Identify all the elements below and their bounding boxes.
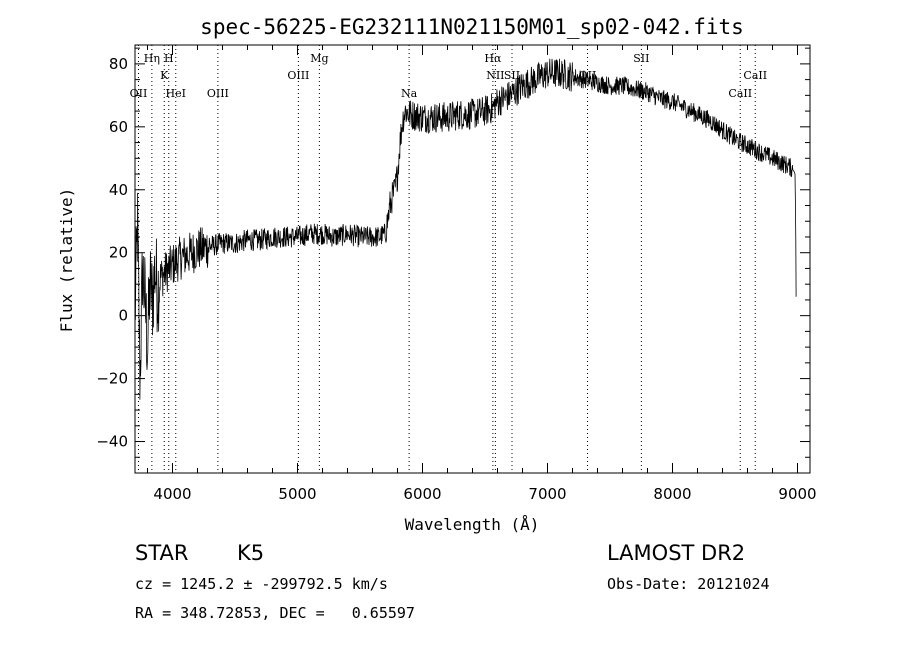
x-tick-label: 9000 [778,485,816,503]
object-subclass: K5 [237,541,265,565]
x-tick-label: 5000 [278,485,316,503]
ra-dec-coordinates: RA = 348.72853, DEC = 0.65597 [135,604,415,622]
y-tick-label: 0 [118,307,128,325]
chart-title: spec-56225-EG232111N021150M01_sp02-042.f… [200,15,744,39]
y-tick-label: −40 [96,433,128,451]
x-axis-label: Wavelength (Å) [405,515,540,534]
line-label-1: Hη [144,52,160,65]
x-tick-label: 8000 [653,485,691,503]
observation-date: Obs-Date: 20121024 [607,575,770,593]
y-tick-label: 40 [109,181,128,199]
x-tick-label: 7000 [528,485,566,503]
y-axis-label: Flux (relative) [57,188,76,333]
line-label-15: CaII [743,69,767,82]
plot-frame [134,44,811,474]
spectrum-line [134,58,797,400]
line-label-4: HeI [166,87,186,100]
x-axis-ticks: 4000 5000 6000 7000 8000 9000 [147,45,817,503]
object-class: STAR [135,541,189,565]
line-label-2: K [160,69,169,82]
y-tick-label: 80 [109,55,128,73]
redshift-velocity: cz = 1245.2 ± -299792.5 km/s [135,575,388,593]
survey-name: LAMOST DR2 [607,541,746,565]
line-label-6: OIII [287,69,309,82]
line-label-14: CaII [728,87,752,100]
y-tick-label: 60 [109,118,128,136]
line-label-9: Hα [484,52,502,65]
spectrum-series [134,58,797,400]
x-tick-label: 4000 [153,485,191,503]
line-label-7: Mg [310,52,328,65]
y-tick-label: 20 [109,244,128,262]
line-label-13: SII [633,52,649,65]
line-label-5: OIII [207,87,229,100]
y-tick-label: −20 [96,370,128,388]
x-tick-label: 6000 [403,485,441,503]
emission-line-markers [138,45,756,473]
line-label-10: NII [486,69,504,82]
line-label-3: H [164,52,174,65]
y-axis-ticks: −40 −20 0 20 40 60 80 [96,47,810,458]
line-label-0: OII [130,87,148,100]
line-label-8: Na [401,87,418,100]
